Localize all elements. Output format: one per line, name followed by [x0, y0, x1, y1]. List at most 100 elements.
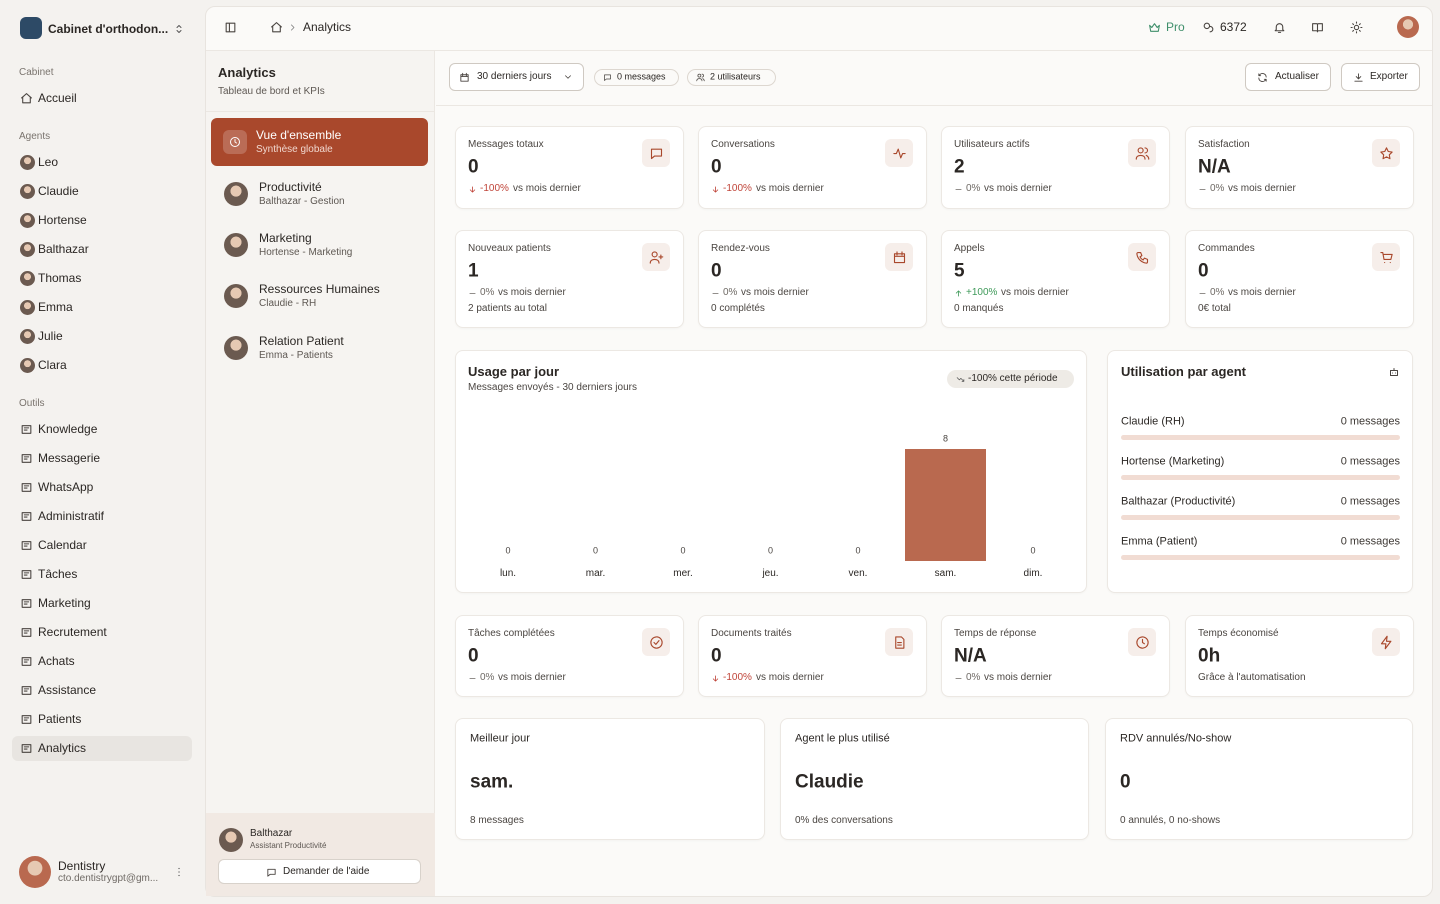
trend-arrow — [468, 292, 476, 294]
kpi-icon-bg — [1128, 139, 1156, 167]
kpi-change: 0% — [480, 287, 495, 298]
kpi-icon — [893, 250, 905, 263]
trend-arrow — [712, 185, 718, 193]
view-title[interactable]: Relation Patient — [259, 333, 344, 348]
agent-avatar — [19, 183, 35, 199]
kpi-icon-shape — [1135, 635, 1149, 649]
agent-name: Hortense (Marketing) — [1121, 455, 1225, 468]
bar-value-label: 0 — [855, 545, 861, 556]
credits: 6372 — [1220, 19, 1247, 34]
x-tick-label: ven. — [848, 568, 868, 579]
refresh: Actualiser — [1275, 71, 1319, 82]
nav-item[interactable]: Messagerie — [38, 450, 101, 465]
assistant-role: Assistant Productivité — [250, 841, 327, 851]
nav-item[interactable]: Claudie — [38, 183, 79, 198]
kpi-icon-shape — [1135, 251, 1148, 264]
nav-item[interactable]: Tâches — [38, 566, 78, 581]
nav-icon — [21, 482, 31, 492]
kpi-label: Nouveaux patients — [468, 243, 551, 254]
kpi-value: 0 — [1198, 260, 1209, 282]
nav-item[interactable]: Clara — [38, 357, 67, 372]
trend-arrow-shape — [712, 185, 718, 193]
agent-track — [1121, 435, 1400, 440]
trend-arrow — [954, 188, 962, 190]
usage-badge — [947, 370, 1074, 388]
nav-icon-shape — [21, 656, 31, 666]
kpi-comparison: vs mois dernier — [498, 672, 566, 683]
kpi-icon-bg — [1372, 139, 1400, 167]
nav-item[interactable]: Recrutement — [38, 624, 107, 639]
view-title[interactable]: Productivité — [259, 179, 322, 194]
panel-divider — [206, 111, 435, 112]
period-chevron — [565, 75, 571, 79]
nav-icon-shape — [21, 714, 31, 724]
nav-item[interactable]: Administratif — [38, 508, 105, 523]
nav-icon — [21, 598, 31, 608]
export-button[interactable] — [1341, 63, 1420, 91]
messages-pill — [594, 69, 679, 86]
kpi-icon-bg — [642, 628, 670, 656]
home-icon-shape — [270, 21, 282, 32]
highlight-value: Claudie — [795, 771, 864, 793]
nav-item[interactable]: Emma — [38, 299, 73, 314]
section-title: Agents — [19, 131, 51, 142]
nav-item[interactable]: Hortense — [38, 212, 87, 227]
usage-title: Usage par jour — [468, 364, 560, 380]
agent-track — [1121, 515, 1400, 520]
kpi-icon — [1380, 635, 1391, 649]
nav-item[interactable]: WhatsApp — [38, 479, 94, 494]
nav-item[interactable]: Leo — [38, 154, 59, 169]
highlight-note: 0 annulés, 0 no-shows — [1120, 815, 1221, 826]
highlight-label: Agent le plus utilisé — [795, 732, 890, 745]
nav-item[interactable]: Accueil — [38, 90, 77, 105]
theme — [1350, 21, 1362, 33]
agent-messages: 0 messages — [1340, 535, 1400, 548]
view-avatar — [224, 336, 248, 360]
nav-item[interactable]: Calendar — [38, 537, 87, 552]
kpi-icon-shape — [1379, 146, 1393, 159]
nav-item[interactable]: Analytics — [38, 740, 87, 755]
kpi-icon-bg — [642, 243, 670, 271]
period-select[interactable] — [449, 63, 584, 91]
agent-avatar — [19, 299, 35, 315]
trend-arrow — [711, 292, 719, 294]
nav-item[interactable]: Julie — [38, 328, 63, 343]
kpi-icon — [894, 635, 904, 649]
nav-icon — [21, 714, 31, 724]
kpi-note: 2 patients au total — [468, 303, 547, 314]
nav-icon-shape — [21, 424, 31, 434]
help-button[interactable] — [218, 859, 421, 884]
view-selected[interactable] — [211, 118, 428, 166]
nav-item[interactable]: Assistance — [38, 682, 97, 697]
account — [1397, 16, 1419, 38]
nav-item[interactable]: Patients — [38, 711, 82, 726]
highlight-card — [1105, 718, 1413, 840]
nav-icon — [21, 743, 31, 753]
nav-item[interactable]: Balthazar — [38, 241, 89, 256]
period: 30 derniers jours — [477, 71, 552, 82]
view-title[interactable]: Ressources Humaines — [259, 281, 380, 296]
kpi-icon-shape — [1379, 251, 1393, 263]
nav-icon — [21, 540, 31, 550]
nav-item[interactable]: Marketing — [38, 595, 91, 610]
trend-arrow — [468, 677, 476, 679]
panel-subtitle: Tableau de bord et KPIs — [218, 86, 325, 97]
highlight-note: 8 messages — [470, 815, 524, 826]
kpi-icon-bg — [1372, 243, 1400, 271]
trend-arrow — [1198, 188, 1206, 190]
trend-arrow-shape — [955, 289, 961, 297]
x-tick-label: jeu. — [762, 568, 779, 579]
nav-item[interactable]: Knowledge — [38, 421, 98, 436]
refresh-button[interactable] — [1245, 63, 1331, 91]
view-title[interactable]: Marketing — [259, 230, 312, 245]
period-icon — [459, 72, 469, 82]
nav-icon — [21, 424, 31, 434]
nav-item[interactable]: Thomas — [38, 270, 82, 285]
view-title[interactable]: Vue d'ensemble — [256, 127, 342, 142]
highlight-label: RDV annulés/No-show — [1120, 732, 1232, 745]
view-icon-glyph-shape — [230, 137, 240, 147]
nav-icon-shape — [21, 482, 31, 492]
view-subtitle: Claudie - RH — [259, 298, 317, 309]
period-chevron-shape — [565, 75, 571, 79]
nav-item[interactable]: Achats — [38, 653, 75, 668]
